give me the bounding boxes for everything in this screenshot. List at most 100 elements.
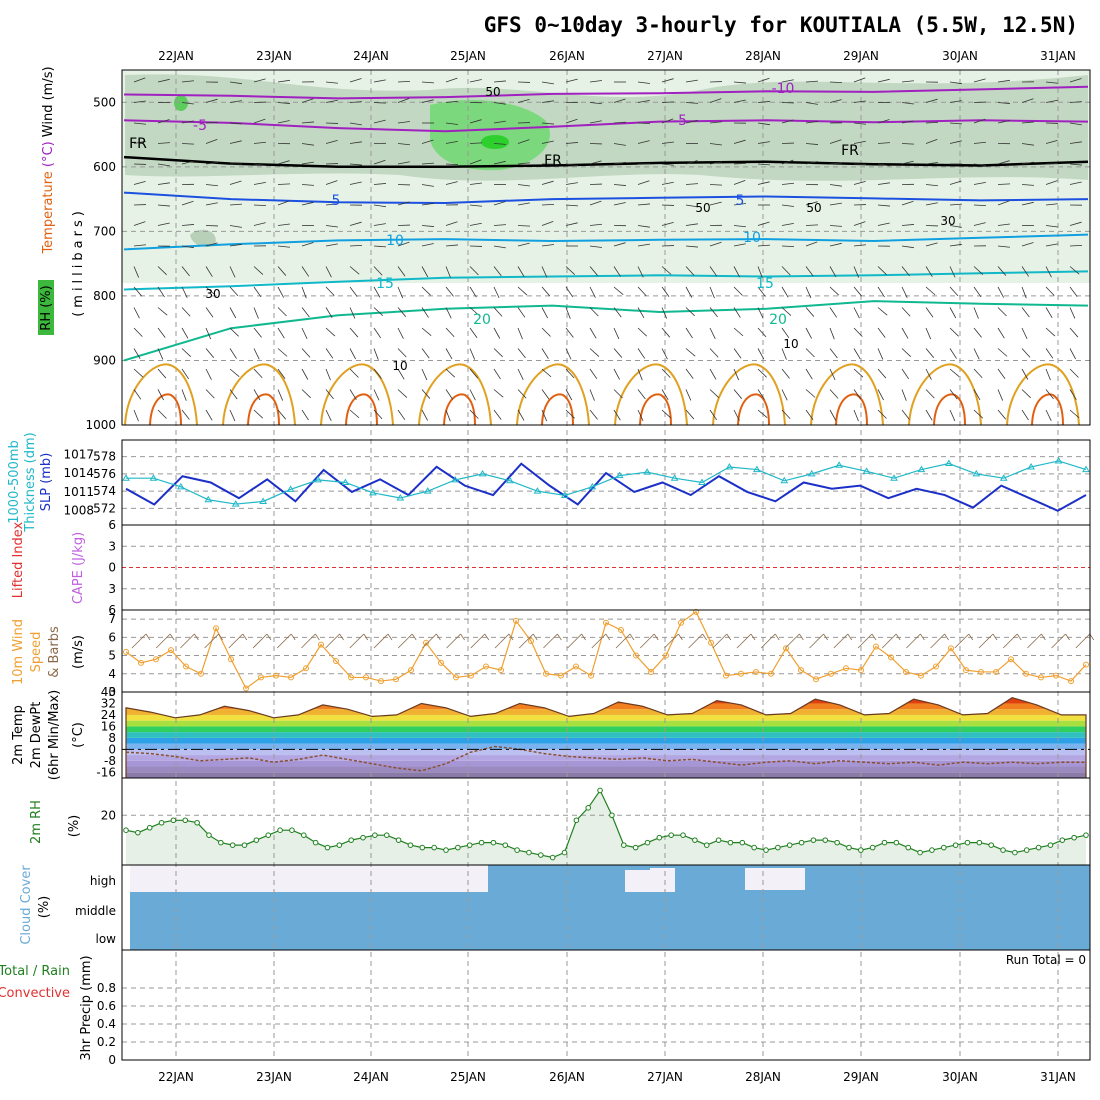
date-label-top: 28JAN xyxy=(745,49,781,63)
temp-color-bands xyxy=(126,697,1086,778)
thickness-marker xyxy=(890,474,898,481)
wind-barb xyxy=(877,368,887,379)
rh2m-marker xyxy=(609,812,615,819)
wind-barb xyxy=(1021,368,1029,380)
wind-barb xyxy=(493,327,501,339)
thickness-marker xyxy=(780,476,789,484)
rh-contour-label: 10 xyxy=(783,337,798,351)
lifted-index-label: Lifted Index xyxy=(11,521,26,598)
temp-band xyxy=(126,697,1086,704)
isotherm-label: 20 xyxy=(769,312,787,328)
isotherm-25-loop xyxy=(1006,363,1080,426)
wind-barb xyxy=(709,389,720,398)
date-label-top: 31JAN xyxy=(1040,49,1076,63)
wind-barb xyxy=(805,368,813,380)
wind-barb xyxy=(757,389,765,400)
wind-speed-marker xyxy=(198,670,204,677)
wind-barb xyxy=(421,266,429,278)
wind-barb xyxy=(589,245,602,248)
lifted-tick-label: 6 xyxy=(108,603,116,617)
temp-band xyxy=(126,720,1086,727)
wind10-barb-flag xyxy=(508,633,514,641)
wind-barb xyxy=(133,368,144,378)
wind-barb xyxy=(517,307,526,318)
date-label-bottom: 27JAN xyxy=(647,1070,683,1084)
thickness-marker xyxy=(1082,465,1090,473)
wind10-barb xyxy=(1075,633,1091,649)
wind-barb xyxy=(229,81,242,85)
wind-barb xyxy=(253,141,266,144)
rh2m-marker xyxy=(372,832,378,838)
wind10-barb xyxy=(180,633,195,649)
wind-barb xyxy=(997,389,1004,401)
temp-tick-label: 32 xyxy=(101,696,116,710)
wind-barb xyxy=(325,140,338,144)
wind-barb xyxy=(877,286,885,298)
wind-barb xyxy=(181,160,194,165)
lifted-tick-label: 3 xyxy=(108,582,116,596)
isotherm-label: 10 xyxy=(743,230,761,246)
wind-barb xyxy=(397,409,406,421)
wind-barb xyxy=(1021,286,1027,299)
wind-barb xyxy=(661,286,670,297)
rh2m-marker xyxy=(656,834,663,841)
wind10-barb-flag xyxy=(484,633,490,641)
isotherm-line xyxy=(123,233,1089,251)
thickness-marker xyxy=(533,487,542,494)
wind-barb xyxy=(613,121,626,124)
wind-barb xyxy=(421,389,431,399)
wind-barb xyxy=(877,204,890,207)
thickness-marker xyxy=(451,475,460,483)
thickness-marker xyxy=(341,478,350,485)
wind-barb xyxy=(325,266,332,278)
wind-speed-marker xyxy=(753,668,759,675)
wind10-barb-flag xyxy=(411,633,417,641)
wind-barb xyxy=(253,204,267,207)
rh2m-marker xyxy=(443,847,449,853)
thickness-marker xyxy=(725,463,734,470)
wind-barb xyxy=(613,161,626,165)
wind10-barb-flag xyxy=(169,633,175,641)
wind-barb xyxy=(253,409,264,419)
wind-barb xyxy=(589,200,602,206)
wind-barb xyxy=(637,225,650,228)
rh-contour-label: 50 xyxy=(485,85,500,99)
wind-barb xyxy=(901,348,912,357)
rh2m-marker xyxy=(561,849,568,856)
wind-speed-marker xyxy=(513,617,519,624)
isotherm-label: 15 xyxy=(376,276,394,292)
wind-barb xyxy=(1069,286,1078,297)
rh2m-marker xyxy=(786,842,793,848)
wind-barb xyxy=(421,243,434,247)
wind-barb xyxy=(565,142,578,144)
wind10-barb-flag xyxy=(847,633,853,641)
wind-barb xyxy=(757,368,767,378)
wind-barb xyxy=(349,181,362,185)
wind-barb xyxy=(541,286,551,297)
wind-barb xyxy=(229,243,242,247)
wind-barb xyxy=(781,307,792,316)
wind-barb xyxy=(949,180,962,185)
wind-barb xyxy=(997,286,1004,298)
thickness-marker xyxy=(862,467,871,474)
wind10-barb-flag xyxy=(363,633,369,641)
wind-barb xyxy=(517,348,526,359)
wind-barb xyxy=(253,163,266,166)
wind-barb xyxy=(301,143,314,146)
wind-barb xyxy=(493,307,503,317)
wind-barb xyxy=(661,101,675,103)
wind-barb xyxy=(349,409,360,419)
wind10-barb-flag xyxy=(315,633,320,641)
rh2m-marker xyxy=(846,844,852,851)
wind10-barb xyxy=(615,633,631,649)
wind10-barb xyxy=(591,633,607,649)
wind-barb xyxy=(541,368,552,378)
wind-barb xyxy=(229,140,242,144)
wind-barb xyxy=(757,266,763,278)
wind-barb xyxy=(469,389,476,401)
wind-speed-marker xyxy=(1053,672,1059,679)
wind-barb xyxy=(205,162,218,165)
wind-barb xyxy=(925,286,936,296)
temp-band xyxy=(126,772,1086,778)
wind-barb xyxy=(949,243,962,247)
